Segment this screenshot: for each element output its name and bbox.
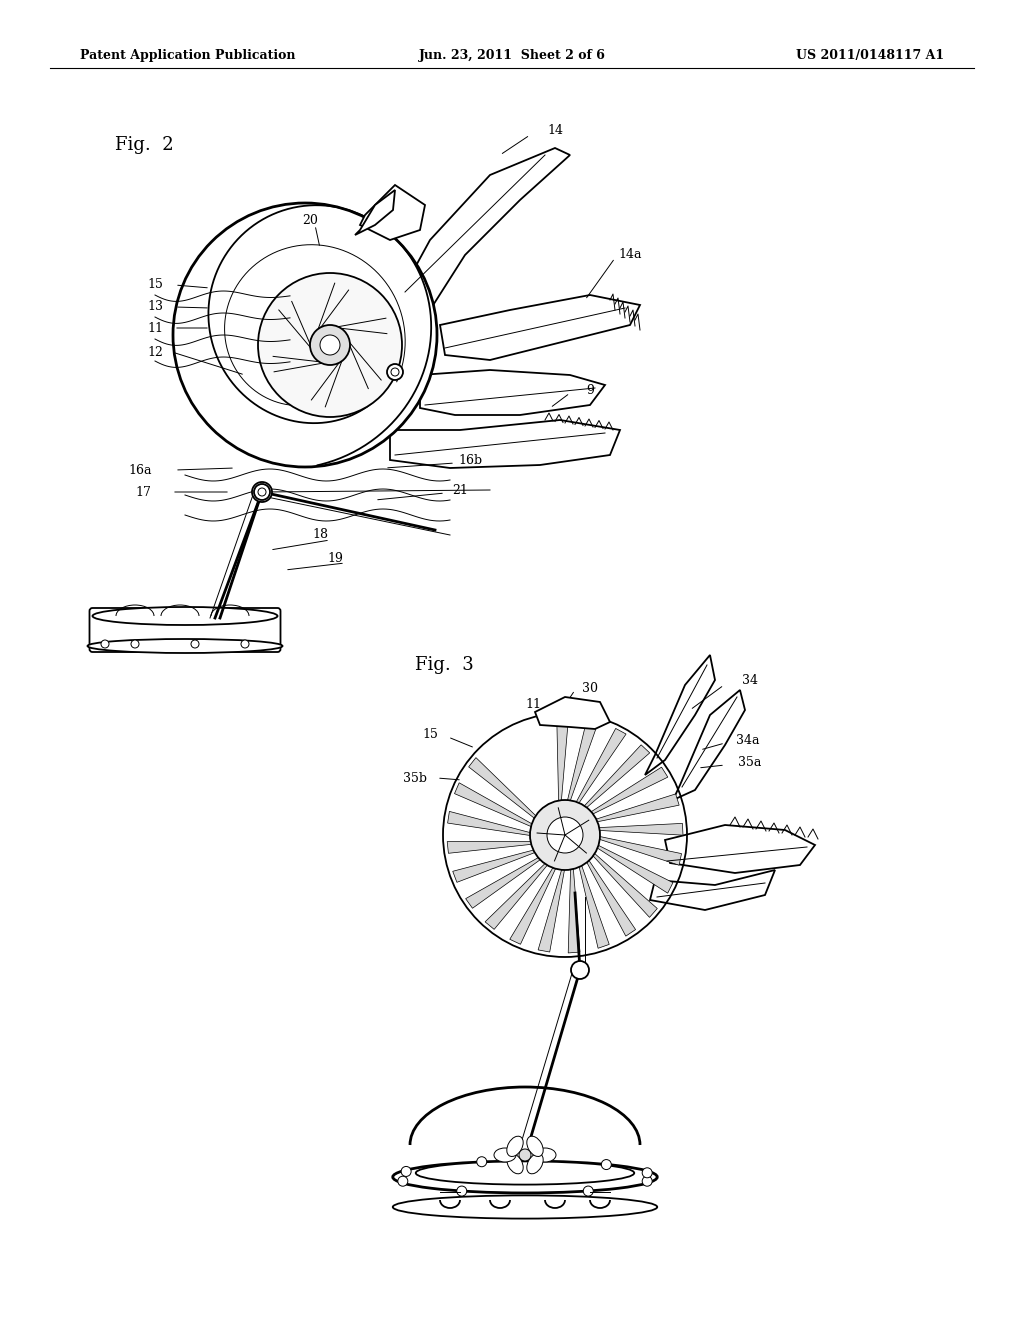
Polygon shape	[557, 717, 568, 804]
Circle shape	[173, 203, 437, 467]
Text: 34a: 34a	[736, 734, 760, 747]
Polygon shape	[673, 690, 745, 800]
Circle shape	[601, 1159, 611, 1170]
Polygon shape	[595, 843, 673, 894]
Circle shape	[258, 273, 402, 417]
Text: Patent Application Publication: Patent Application Publication	[80, 49, 296, 62]
Circle shape	[584, 1187, 593, 1196]
Text: 9: 9	[586, 384, 594, 396]
Polygon shape	[574, 729, 626, 805]
Polygon shape	[455, 783, 535, 828]
Ellipse shape	[526, 1154, 543, 1173]
Ellipse shape	[87, 639, 283, 653]
Text: Fig.  2: Fig. 2	[115, 136, 174, 154]
Polygon shape	[650, 870, 775, 909]
Text: 21: 21	[452, 483, 468, 496]
Polygon shape	[440, 294, 640, 360]
Text: Fig.  3: Fig. 3	[415, 656, 474, 675]
Polygon shape	[568, 866, 580, 953]
Text: 35b: 35b	[403, 771, 427, 784]
Ellipse shape	[92, 607, 278, 624]
Polygon shape	[665, 825, 815, 873]
Circle shape	[131, 640, 139, 648]
Circle shape	[397, 1176, 408, 1187]
Text: 34: 34	[742, 673, 758, 686]
Ellipse shape	[526, 1137, 543, 1156]
Polygon shape	[591, 851, 657, 917]
Circle shape	[252, 482, 272, 502]
Text: 15: 15	[147, 279, 163, 292]
Polygon shape	[360, 185, 425, 240]
Text: 30: 30	[582, 681, 598, 694]
Circle shape	[391, 368, 399, 376]
Polygon shape	[538, 867, 565, 952]
Circle shape	[310, 325, 350, 366]
Circle shape	[477, 1156, 486, 1167]
Polygon shape	[596, 824, 683, 836]
Polygon shape	[485, 862, 549, 929]
Polygon shape	[400, 148, 570, 310]
Ellipse shape	[416, 1162, 634, 1184]
Polygon shape	[567, 719, 598, 804]
Circle shape	[519, 1148, 531, 1162]
Circle shape	[457, 1187, 467, 1196]
Polygon shape	[593, 793, 679, 822]
Ellipse shape	[393, 1196, 657, 1218]
Polygon shape	[390, 420, 620, 469]
Polygon shape	[420, 370, 605, 414]
Circle shape	[191, 640, 199, 648]
Text: 15: 15	[422, 729, 438, 742]
Circle shape	[401, 1167, 411, 1176]
Text: 19: 19	[327, 552, 343, 565]
Polygon shape	[447, 812, 534, 836]
Circle shape	[101, 640, 109, 648]
Text: Jun. 23, 2011  Sheet 2 of 6: Jun. 23, 2011 Sheet 2 of 6	[419, 49, 605, 62]
Polygon shape	[510, 865, 557, 944]
Circle shape	[642, 1176, 652, 1187]
Text: 14: 14	[547, 124, 563, 136]
Polygon shape	[453, 849, 538, 882]
Text: US 2011/0148117 A1: US 2011/0148117 A1	[796, 49, 944, 62]
Circle shape	[530, 800, 600, 870]
Text: 17: 17	[135, 486, 151, 499]
Text: 13: 13	[147, 301, 163, 314]
Text: 20: 20	[302, 214, 317, 227]
Ellipse shape	[393, 1162, 657, 1193]
Circle shape	[571, 961, 589, 979]
Polygon shape	[586, 858, 636, 936]
Text: 18: 18	[312, 528, 328, 541]
Polygon shape	[597, 836, 682, 865]
Ellipse shape	[507, 1154, 523, 1173]
Text: 11: 11	[147, 322, 163, 334]
Circle shape	[387, 364, 403, 380]
Circle shape	[241, 640, 249, 648]
FancyBboxPatch shape	[89, 609, 281, 652]
Circle shape	[254, 484, 270, 500]
Polygon shape	[355, 190, 395, 235]
Polygon shape	[466, 857, 543, 908]
Polygon shape	[645, 655, 715, 775]
Polygon shape	[583, 744, 650, 809]
Ellipse shape	[507, 1137, 523, 1156]
Circle shape	[547, 817, 583, 853]
Ellipse shape	[494, 1148, 516, 1162]
Text: 35a: 35a	[738, 755, 762, 768]
Polygon shape	[447, 842, 535, 853]
Polygon shape	[589, 767, 668, 816]
Text: 16a: 16a	[128, 463, 152, 477]
Circle shape	[258, 488, 266, 496]
Polygon shape	[579, 863, 609, 948]
Text: 12: 12	[147, 346, 163, 359]
Circle shape	[642, 1168, 652, 1177]
Polygon shape	[535, 697, 610, 729]
Ellipse shape	[534, 1148, 556, 1162]
Circle shape	[319, 335, 340, 355]
Text: 14a: 14a	[618, 248, 642, 261]
Text: 16b: 16b	[458, 454, 482, 466]
Polygon shape	[469, 758, 538, 820]
Text: 11: 11	[525, 698, 541, 711]
